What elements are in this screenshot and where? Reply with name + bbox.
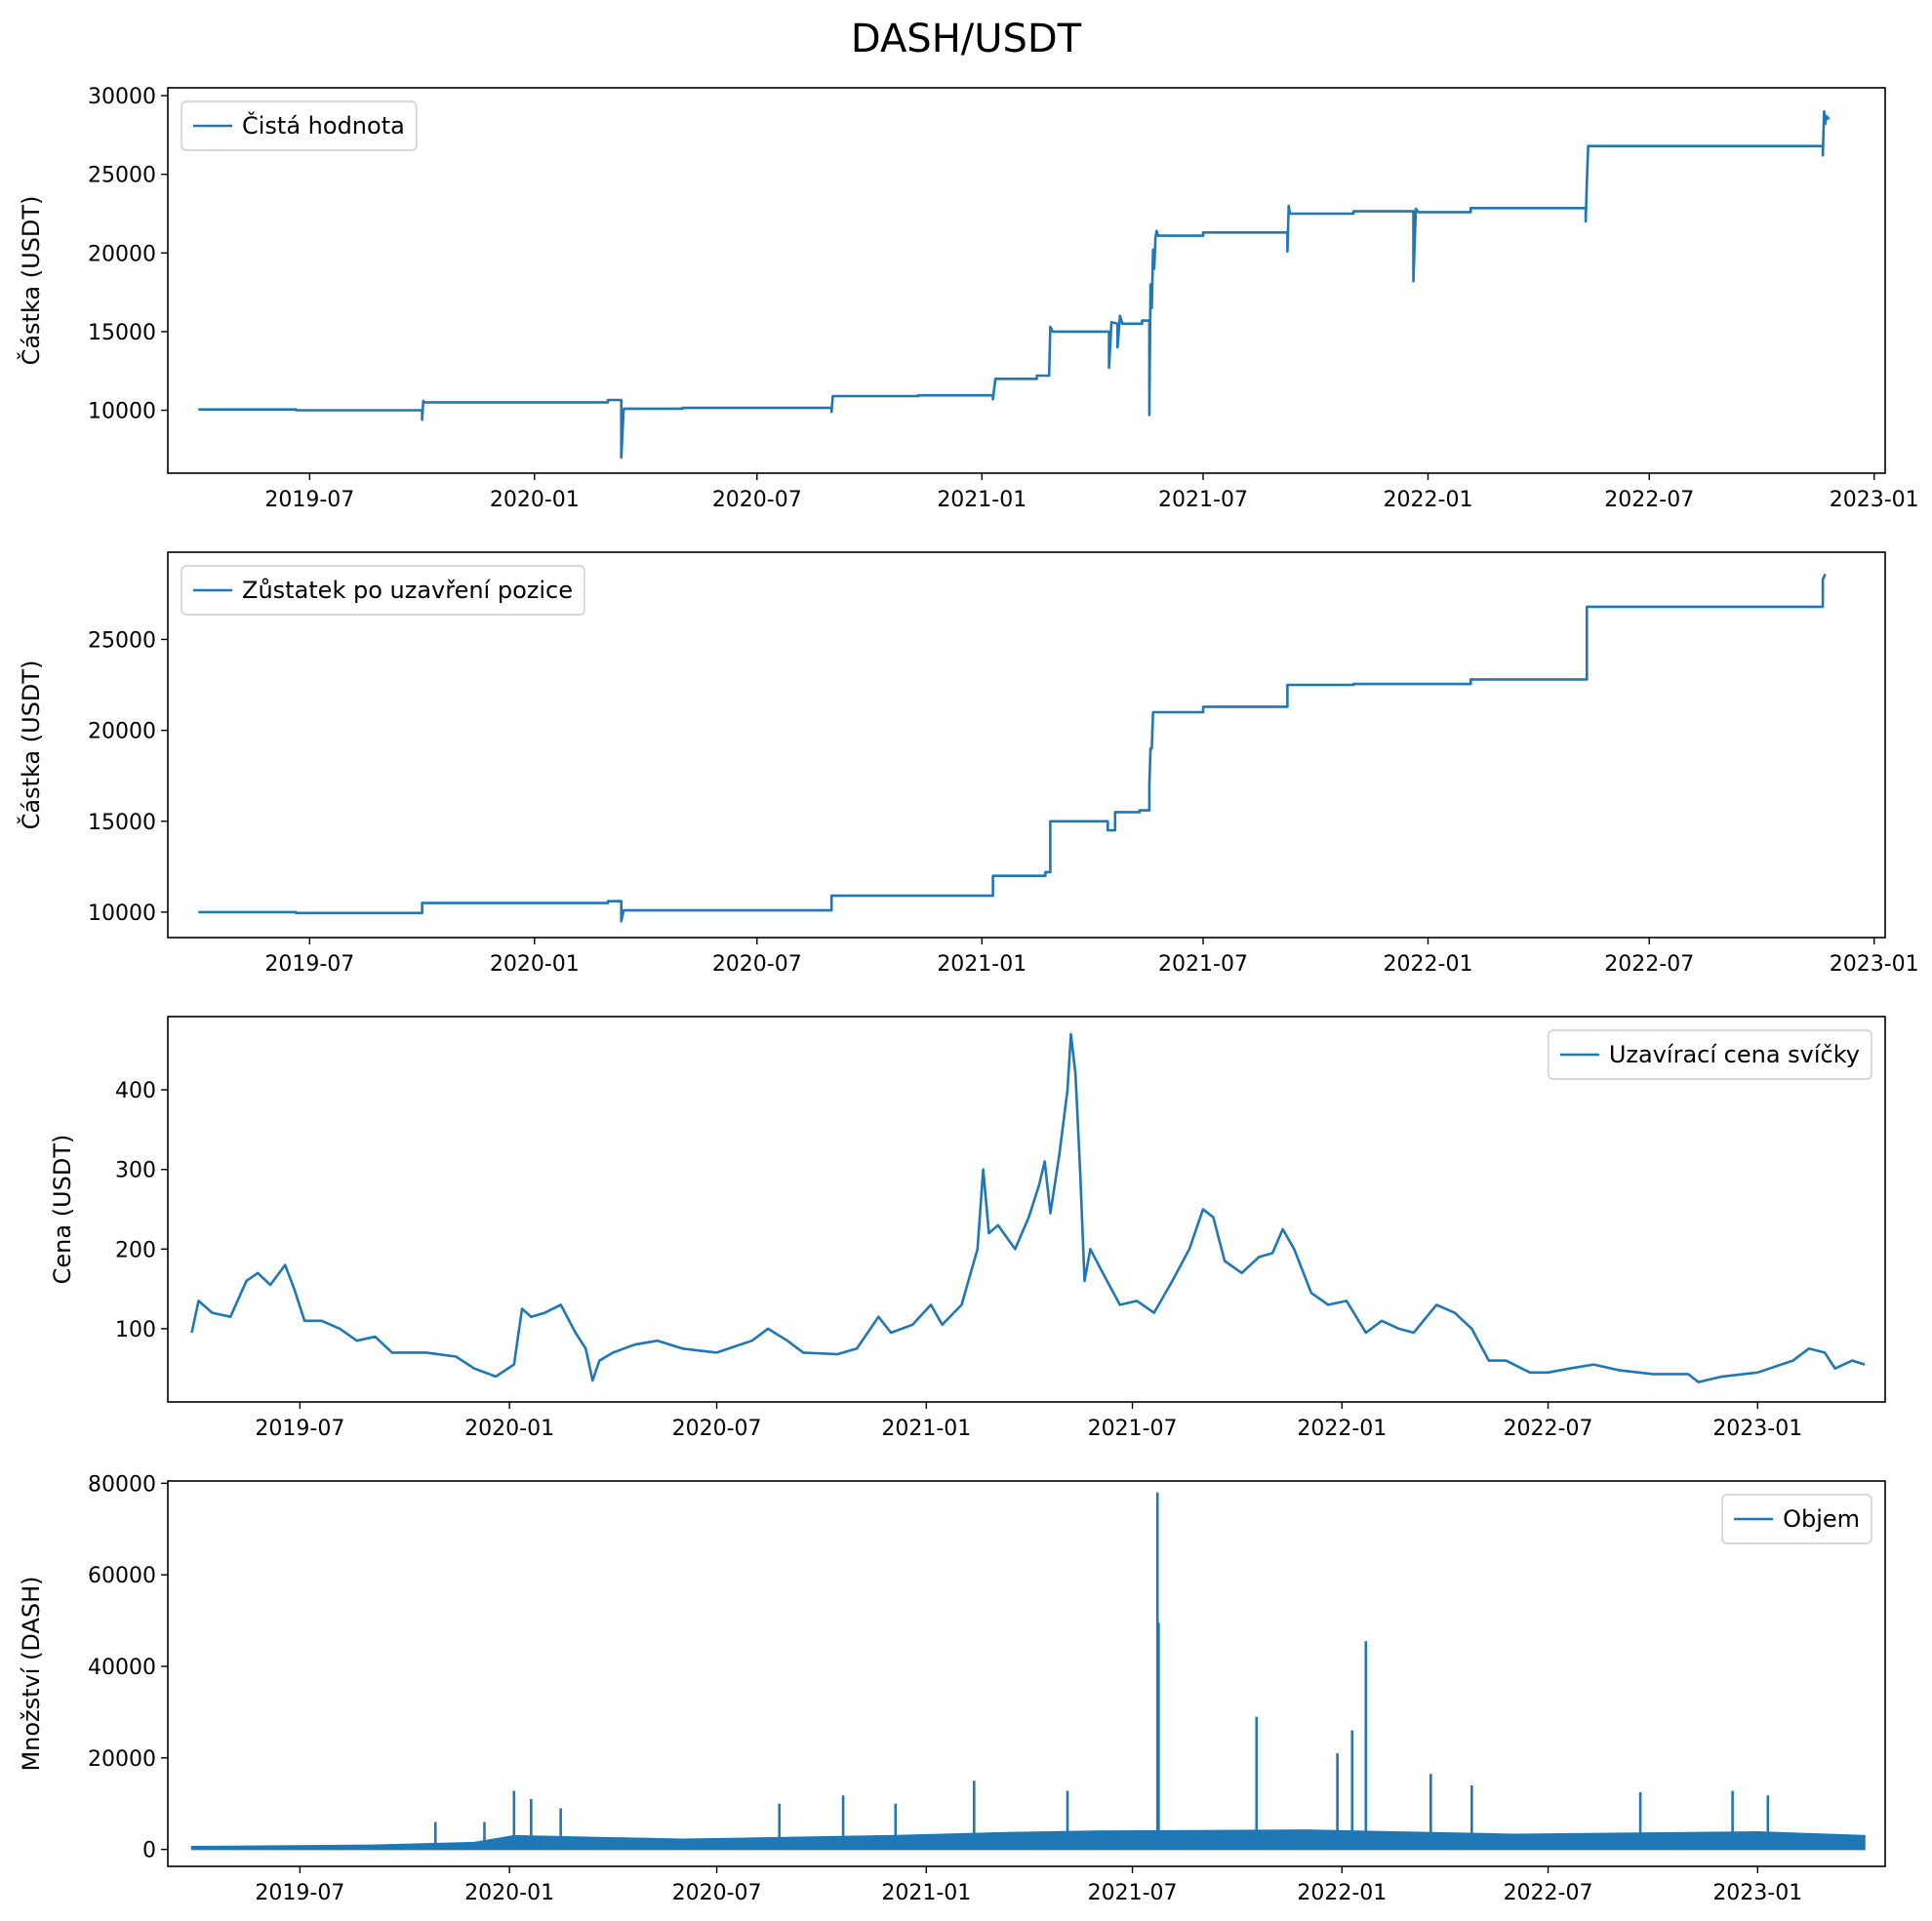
x-tick-label: 2019-07 xyxy=(264,488,354,512)
x-tick-label: 2023-01 xyxy=(1712,1417,1802,1441)
x-tick-label: 2022-01 xyxy=(1297,1881,1387,1905)
legend-box xyxy=(181,565,585,616)
y-tick-label: 10000 xyxy=(88,400,156,424)
x-tick-label: 2021-07 xyxy=(1088,1881,1178,1905)
y-tick-label: 25000 xyxy=(88,164,156,188)
x-tick-label: 2021-07 xyxy=(1088,1417,1178,1441)
x-tick-label: 2019-07 xyxy=(255,1417,344,1441)
y-axis-label: Částka (USDT) xyxy=(16,196,45,366)
x-tick-label: 2021-07 xyxy=(1158,952,1248,977)
y-tick-label: 200 xyxy=(115,1238,156,1262)
y-tick-label: 20000 xyxy=(88,720,156,744)
y-tick-label: 80000 xyxy=(88,1472,156,1497)
y-tick-label: 40000 xyxy=(88,1656,156,1680)
x-tick-label: 2020-07 xyxy=(712,488,802,512)
legend-label: Zůstatek po uzavření pozice xyxy=(242,577,573,604)
legend-label: Uzavírací cena svíčky xyxy=(1609,1041,1860,1068)
y-tick-label: 20000 xyxy=(88,1747,156,1772)
legend: Zůstatek po uzavření pozice xyxy=(181,565,585,616)
y-axis-label: Částka (USDT) xyxy=(16,660,45,830)
y-tick-label: 0 xyxy=(142,1839,156,1863)
x-tick-label: 2021-01 xyxy=(937,952,1026,977)
y-tick-label: 15000 xyxy=(88,811,156,835)
y-axis-label: Cena (USDT) xyxy=(49,1135,76,1285)
chart-panel-3: 2019-07 2020-01 2020-07 2021-01 2021-07 2022-… xyxy=(49,1016,1886,1441)
legend-label: Objem xyxy=(1783,1505,1860,1533)
y-tick-label: 100 xyxy=(115,1318,156,1342)
series-line xyxy=(190,1032,1866,1383)
volume-band xyxy=(190,1829,1866,1851)
axes-frame xyxy=(167,1480,1886,1867)
chart-panel-2: 2019-07 2020-01 2020-07 2021-01 2021-07 2022-… xyxy=(16,551,1919,977)
x-tick-label: 2019-07 xyxy=(264,952,354,977)
x-tick-label: 2020-01 xyxy=(464,1417,554,1441)
x-tick-label: 2019-07 xyxy=(255,1881,344,1905)
legend: Uzavírací cena svíčky xyxy=(1548,1029,1872,1080)
y-tick-label: 25000 xyxy=(88,628,156,653)
y-tick-label: 15000 xyxy=(88,321,156,345)
figure-title: DASH/USDT xyxy=(851,17,1082,61)
axes-frame xyxy=(167,1016,1886,1403)
series-line xyxy=(198,109,1831,460)
x-tick-label: 2022-07 xyxy=(1604,488,1694,512)
x-tick-label: 2023-01 xyxy=(1830,488,1919,512)
x-tick-label: 2020-01 xyxy=(464,1881,554,1905)
x-tick-label: 2020-07 xyxy=(712,952,802,977)
x-tick-label: 2022-01 xyxy=(1384,488,1473,512)
x-tick-label: 2020-01 xyxy=(490,488,580,512)
legend-box xyxy=(1548,1029,1872,1080)
y-tick-label: 60000 xyxy=(88,1564,156,1588)
legend: Čistá hodnota xyxy=(181,100,418,151)
y-axis-label: Množství (DASH) xyxy=(18,1576,45,1771)
y-tick-label: 300 xyxy=(115,1159,156,1183)
x-tick-label: 2022-07 xyxy=(1504,1417,1593,1441)
y-tick-label: 400 xyxy=(115,1079,156,1103)
x-tick-label: 2022-07 xyxy=(1604,952,1694,977)
legend: Objem xyxy=(1721,1494,1872,1544)
x-tick-label: 2020-07 xyxy=(672,1881,762,1905)
axes-frame xyxy=(167,87,1886,474)
x-tick-label: 2020-01 xyxy=(490,952,580,977)
legend-box xyxy=(181,100,418,151)
chart-panel-1: 2019-07 2020-01 2020-07 2021-01 2021-07 2022-… xyxy=(16,85,1919,512)
legend-box xyxy=(1721,1494,1872,1544)
y-tick-label: 20000 xyxy=(88,242,156,266)
x-tick-label: 2022-07 xyxy=(1504,1881,1593,1905)
x-tick-label: 2022-01 xyxy=(1384,952,1473,977)
x-tick-label: 2020-07 xyxy=(672,1417,762,1441)
x-tick-label: 2021-01 xyxy=(881,1881,971,1905)
axes-frame xyxy=(167,551,1886,939)
legend-label: Čistá hodnota xyxy=(242,110,405,140)
x-tick-label: 2023-01 xyxy=(1830,952,1919,977)
series-line xyxy=(198,573,1827,923)
x-tick-label: 2021-01 xyxy=(881,1417,971,1441)
y-tick-label: 10000 xyxy=(88,901,156,926)
x-tick-label: 2023-01 xyxy=(1712,1881,1802,1905)
x-tick-label: 2021-01 xyxy=(937,488,1026,512)
x-tick-label: 2021-07 xyxy=(1158,488,1248,512)
x-tick-label: 2022-01 xyxy=(1297,1417,1387,1441)
y-tick-label: 30000 xyxy=(88,85,156,109)
chart-panel-4: 2019-07 2020-01 2020-07 2021-01 2021-07 2022-… xyxy=(18,1472,1886,1905)
